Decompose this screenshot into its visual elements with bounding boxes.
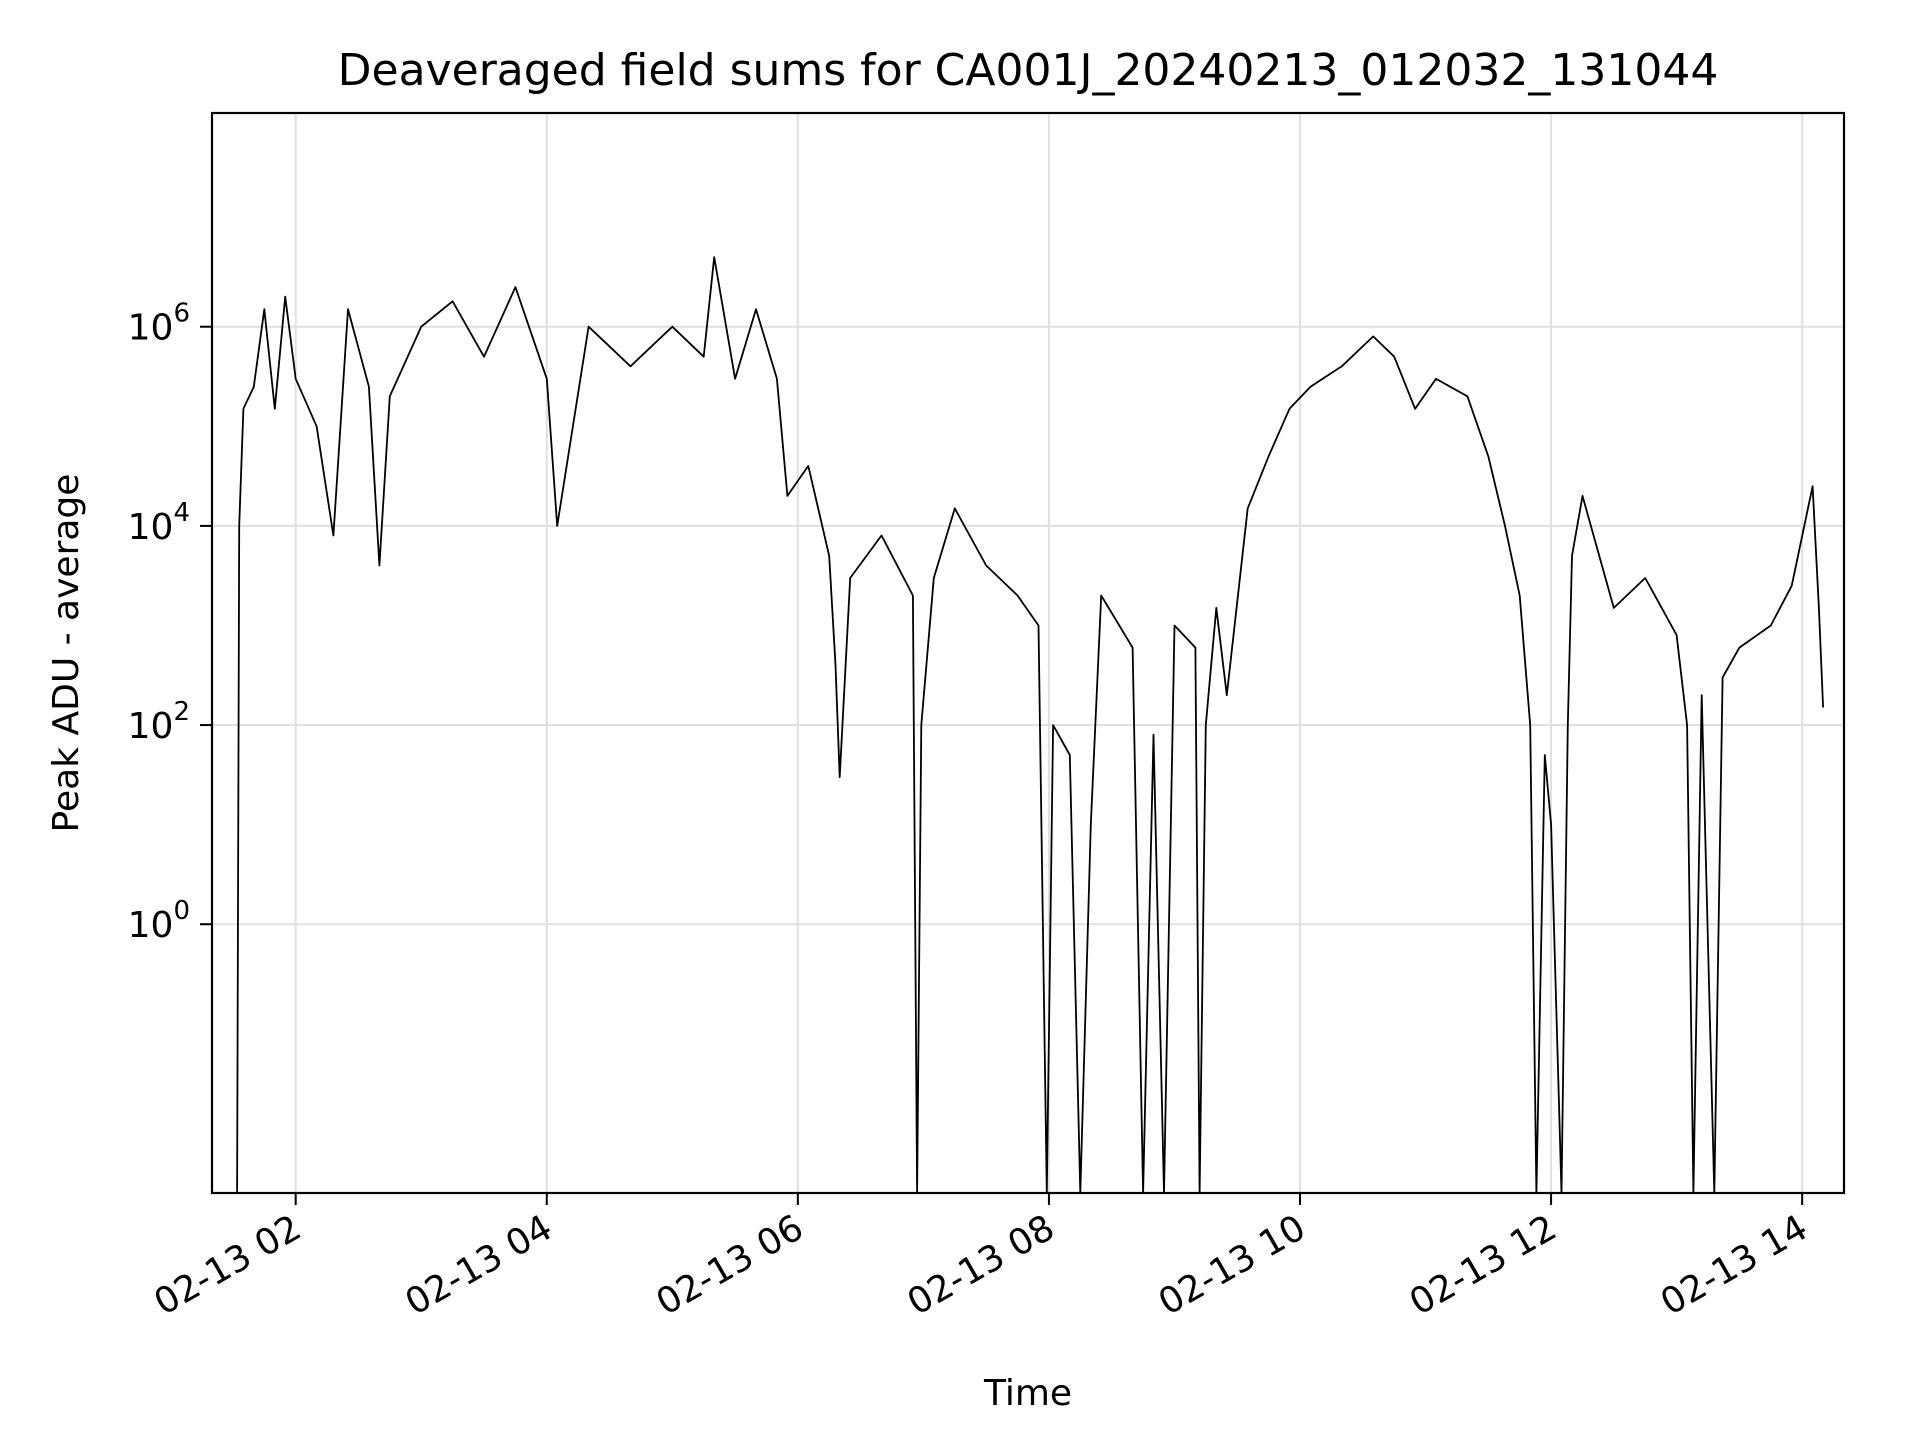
series-line [236,256,1824,1194]
y-axis-label: Peak ADU - average [46,474,87,833]
series-group [236,256,1824,1194]
y-tick-label: 104 [128,498,190,548]
x-axis-label: Time [983,1373,1072,1414]
y-tick-label: 100 [128,896,190,946]
grid-lines [212,113,1844,1193]
plot-frame [210,111,1846,1195]
y-tick-label: 106 [128,299,190,349]
y-tick-label: 102 [128,697,190,747]
chart-title: Deaveraged field sums for CA001J_2024021… [338,45,1719,96]
